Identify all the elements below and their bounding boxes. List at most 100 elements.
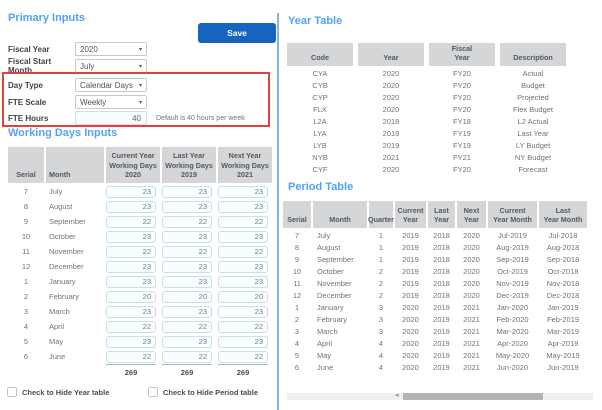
next-year-days-input[interactable]: 22	[218, 245, 268, 258]
current-year-days-input[interactable]: 23	[106, 185, 156, 198]
current-year-days-input[interactable]: 23	[106, 200, 156, 213]
last-year-days-input[interactable]: 23	[162, 260, 212, 273]
save-button[interactable]: Save	[198, 23, 276, 43]
hide-year-table-checkbox-group[interactable]: Check to Hide Year table	[7, 387, 109, 397]
next-year-days-input[interactable]: 22	[218, 215, 268, 228]
last-year-days-input[interactable]: 23	[162, 305, 212, 318]
next-year-days-input[interactable]: 23	[218, 200, 268, 213]
column-header: Year	[358, 43, 424, 66]
fiscal-year-row: Fiscal Year 2020 ▾	[8, 42, 270, 56]
fiscal-year-cell: FY20	[453, 80, 471, 90]
year-cell: 2020	[382, 68, 400, 78]
next-year-days-input[interactable]: 20	[218, 290, 268, 303]
table-row: 5 May 4 2020 2019 2021 May-2020 May-2019	[283, 349, 587, 361]
last-year-month-cell: Nov-2018	[546, 278, 580, 288]
description-cell: Projected	[517, 92, 549, 102]
current-year-days-input[interactable]: 22	[106, 215, 156, 228]
next-year-days-input[interactable]: 22	[218, 320, 268, 333]
last-year-cell: 2019	[433, 338, 450, 348]
column-header: Fiscal Year	[429, 43, 495, 66]
fte-hours-input[interactable]: 40	[75, 111, 147, 125]
current-year-cell: 2020	[402, 314, 419, 324]
chevron-down-icon: ▾	[138, 46, 142, 53]
current-year-month-cell: Mar-2020	[496, 326, 529, 336]
fiscal-year-cell: FY20	[453, 92, 471, 102]
last-year-month-cell: Jun-2019	[547, 362, 579, 372]
last-year-days-input[interactable]: 22	[162, 215, 212, 228]
current-year-cell: 2020	[402, 338, 419, 348]
hide-period-table-checkbox-group[interactable]: Check to Hide Period table	[148, 387, 258, 397]
current-year-days-input[interactable]: 22	[106, 245, 156, 258]
horizontal-scrollbar[interactable]: ◂	[287, 392, 593, 400]
current-year-cell: 2019	[402, 254, 419, 264]
next-year-days-input[interactable]: 23	[218, 335, 268, 348]
month-cell: July	[49, 187, 63, 196]
day-type-select[interactable]: Calendar Days ▾	[75, 78, 147, 92]
last-year-days-input[interactable]: 23	[162, 335, 212, 348]
code-cell: LYA	[313, 128, 327, 138]
table-row: FLX 2020 FY20 Flex Budget	[287, 103, 566, 115]
current-year-days-input[interactable]: 23	[106, 260, 156, 273]
last-year-cell: 2019	[433, 326, 450, 336]
code-cell: CYP	[312, 92, 328, 102]
fiscal-year-cell: FY20	[453, 164, 471, 174]
last-year-days-input[interactable]: 22	[162, 350, 212, 363]
last-year-days-input[interactable]: 23	[162, 200, 212, 213]
scrollbar-thumb[interactable]	[403, 393, 543, 400]
last-year-days-input[interactable]: 23	[162, 275, 212, 288]
scroll-left-icon[interactable]: ◂	[395, 392, 399, 399]
last-year-days-input[interactable]: 22	[162, 245, 212, 258]
current-year-days-input[interactable]: 20	[106, 290, 156, 303]
serial-cell: 12	[292, 290, 302, 300]
current-year-days-input[interactable]: 23	[106, 305, 156, 318]
current-year-days-input[interactable]: 23	[106, 275, 156, 288]
year-cell: 2020	[382, 92, 400, 102]
hide-year-table-checkbox[interactable]	[7, 387, 17, 397]
last-year-days-input[interactable]: 22	[162, 320, 212, 333]
next-year-cell: 2020	[463, 290, 480, 300]
current-year-days-input[interactable]: 22	[106, 350, 156, 363]
table-row: CYA 2020 FY20 Actual	[287, 67, 566, 79]
last-year-cell: 2018	[433, 266, 450, 276]
next-year-days-input[interactable]: 23	[218, 185, 268, 198]
last-year-days-input[interactable]: 20	[162, 290, 212, 303]
fiscal-year-select[interactable]: 2020 ▾	[75, 42, 147, 56]
next-year-cell: 2020	[463, 278, 480, 288]
working-days-body: 7 July 23 23 23 8 August 23 23 23 9 Sept…	[8, 184, 272, 364]
last-year-days-input[interactable]: 23	[162, 185, 212, 198]
next-year-cell: 2021	[463, 338, 480, 348]
next-year-days-input[interactable]: 22	[218, 350, 268, 363]
next-year-days-input[interactable]: 23	[218, 305, 268, 318]
serial-cell: 1	[294, 302, 300, 312]
current-year-days-input[interactable]: 23	[106, 230, 156, 243]
last-year-cell: 2018	[433, 230, 450, 240]
table-row: 6 June 22 22 22	[8, 349, 272, 364]
table-row: 5 May 23 23 23	[8, 334, 272, 349]
description-cell: NY Budget	[514, 152, 552, 162]
serial-cell: 5	[23, 337, 29, 346]
serial-cell: 4	[23, 322, 29, 331]
current-year-days-input[interactable]: 23	[106, 335, 156, 348]
next-year-days-input[interactable]: 23	[218, 275, 268, 288]
last-year-cell: 2018	[433, 278, 450, 288]
current-year-month-cell: Nov-2019	[496, 278, 529, 288]
next-year-days-input[interactable]: 23	[218, 260, 268, 273]
column-header: Last Year Month	[539, 201, 587, 228]
serial-cell: 12	[21, 262, 31, 271]
column-header: Code	[287, 43, 353, 66]
fte-scale-select[interactable]: Weekly ▾	[75, 95, 147, 109]
next-year-days-input[interactable]: 23	[218, 230, 268, 243]
working-days-title: Working Days Inputs	[8, 127, 118, 139]
fiscal-year-cell: FY20	[453, 68, 471, 78]
fte-hours-hint: Default is 40 hours per week	[156, 114, 245, 122]
hide-year-table-label: Check to Hide Year table	[22, 387, 110, 397]
last-year-days-input[interactable]: 23	[162, 230, 212, 243]
current-year-days-input[interactable]: 22	[106, 320, 156, 333]
fiscal-start-month-select[interactable]: July ▾	[75, 59, 147, 73]
next-year-total: 269	[218, 364, 268, 377]
hide-period-table-checkbox[interactable]	[148, 387, 158, 397]
day-type-label: Day Type	[8, 80, 43, 90]
year-table-body: CYA 2020 FY20 Actual CYB 2020 FY20 Budge…	[287, 67, 566, 175]
last-year-month-cell: Oct-2018	[547, 266, 579, 276]
current-year-cell: 2019	[402, 266, 419, 276]
